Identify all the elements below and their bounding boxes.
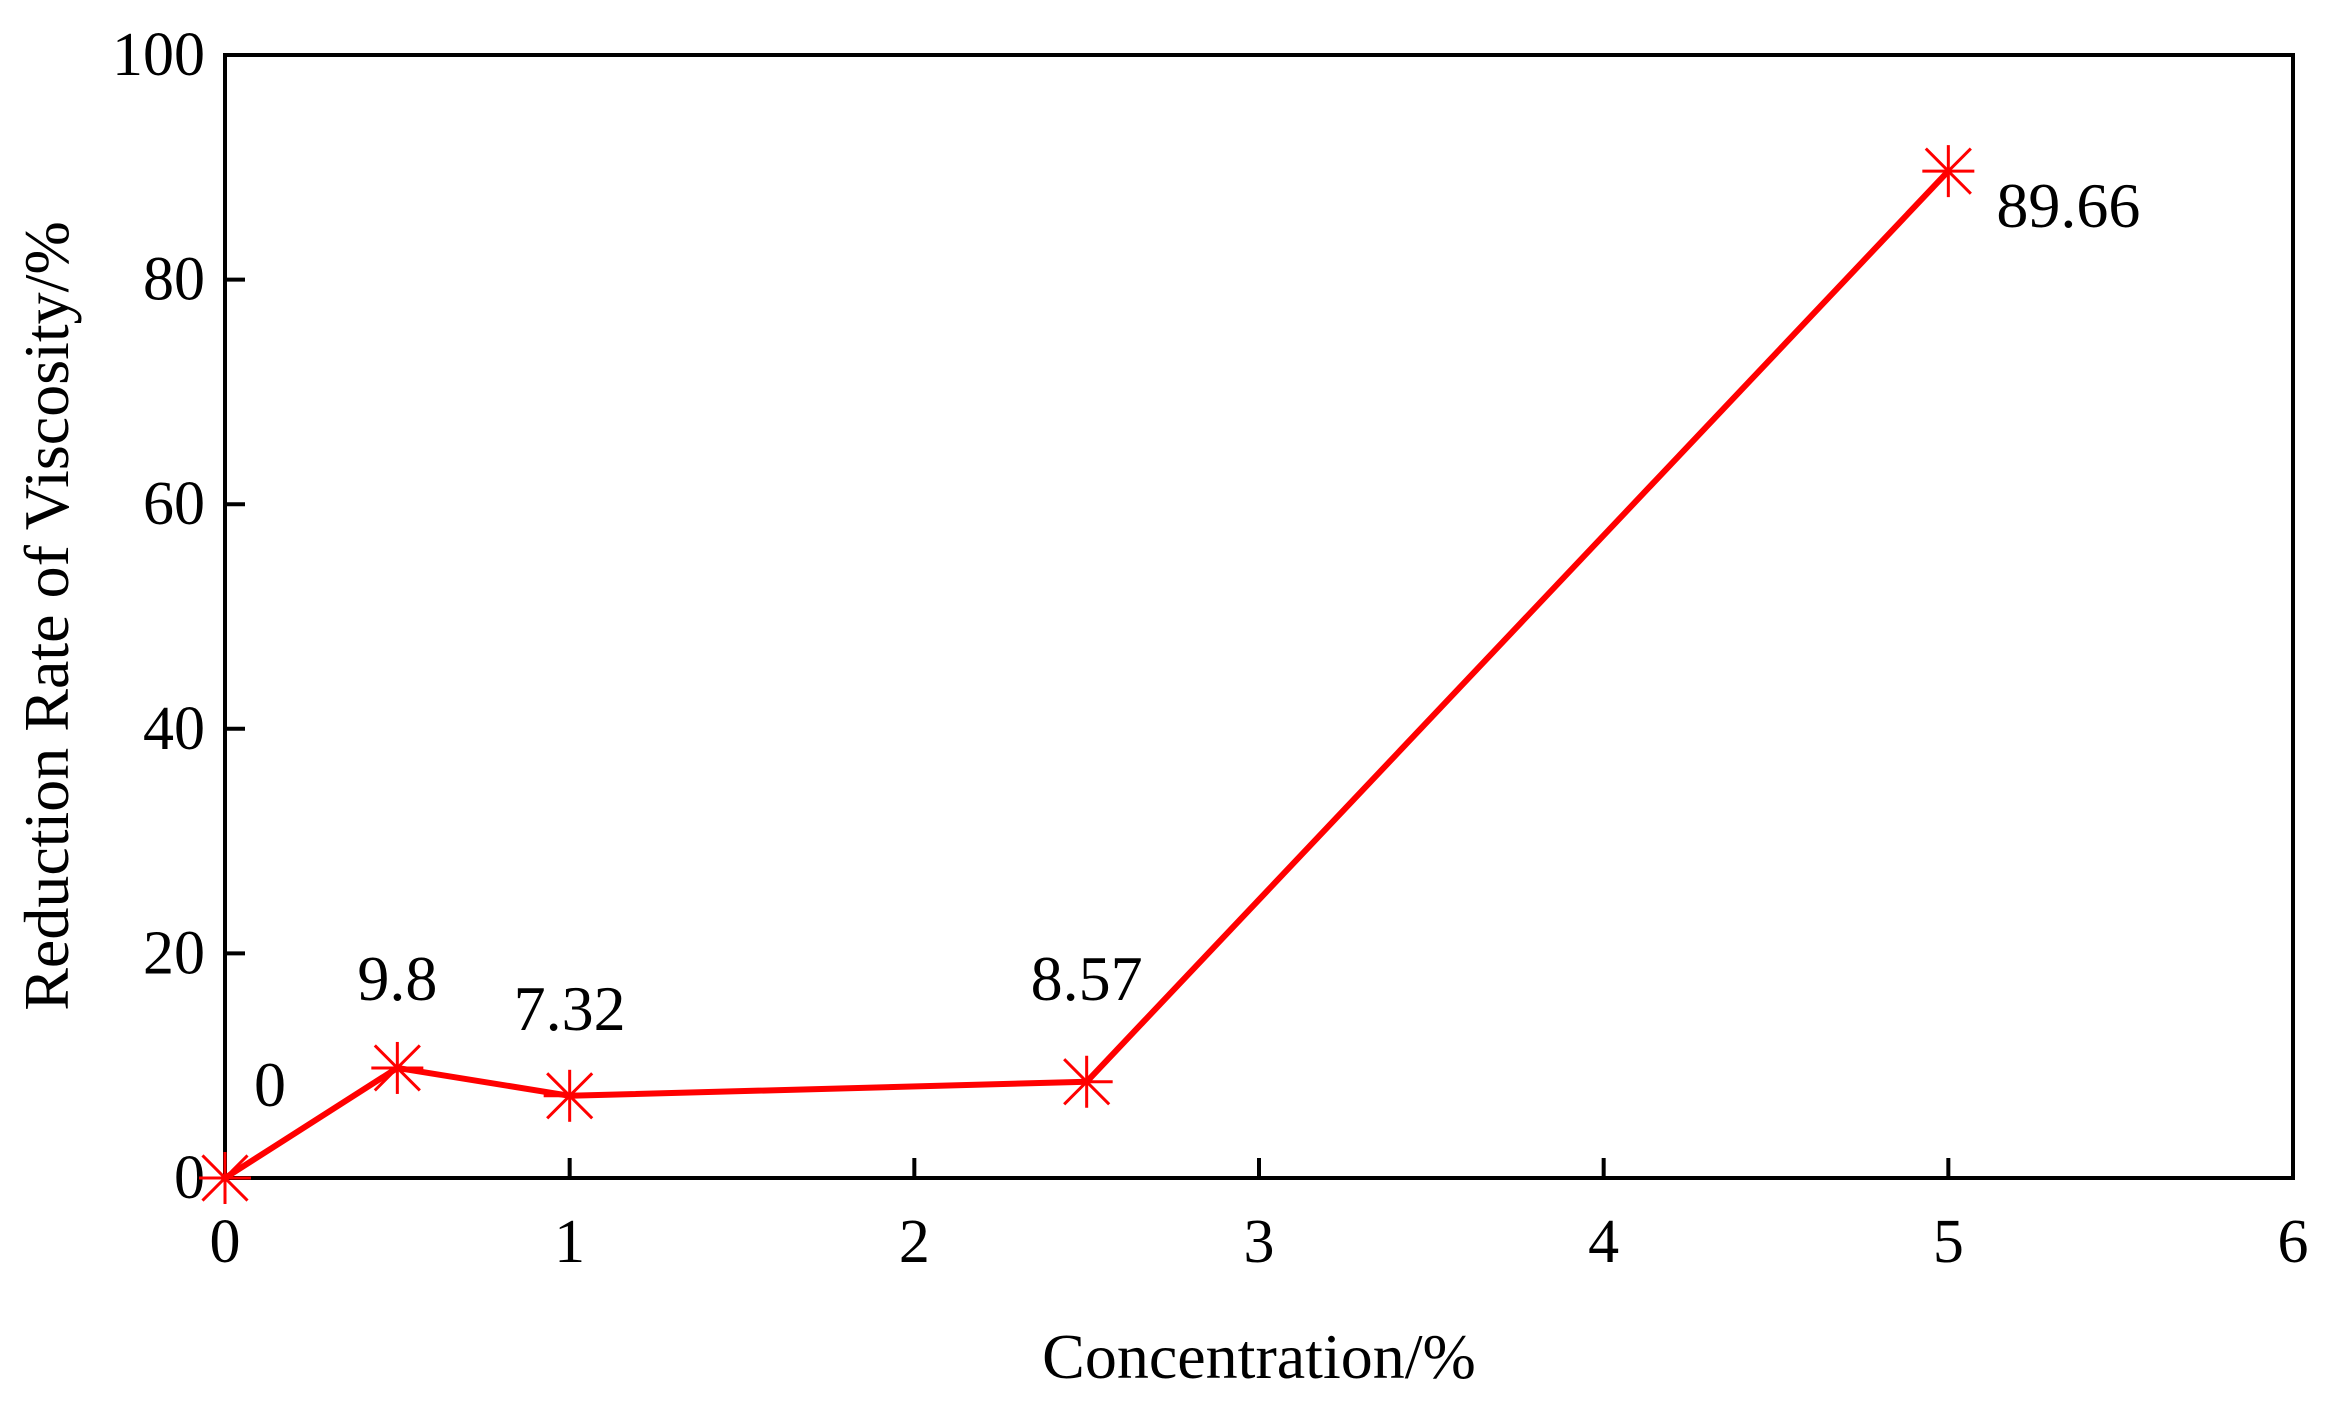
x-axis-title: Concentration/% [1042, 1321, 1476, 1392]
y-tick-label: 80 [143, 246, 205, 314]
data-label: 89.66 [1996, 170, 2140, 241]
x-tick-label: 6 [2278, 1208, 2309, 1276]
series-layer [222, 168, 1952, 1181]
data-labels-layer: 0 9.8 7.32 8.57 89.66 [254, 170, 2140, 1120]
x-tick-label: 1 [554, 1208, 585, 1276]
y-axis-title: Reduction Rate of Viscosity/% [11, 221, 82, 1011]
data-label: 9.8 [357, 943, 437, 1014]
x-tick-label: 4 [1588, 1208, 1619, 1276]
x-tick-label: 3 [1244, 1208, 1275, 1276]
data-point-marker [543, 1069, 596, 1122]
data-label: 7.32 [514, 973, 626, 1044]
markers-layer [199, 145, 1975, 1204]
x-axis-ticks: 0 1 2 3 4 5 6 [210, 1158, 2309, 1276]
data-point-marker [199, 1152, 251, 1204]
data-label: 8.57 [1031, 943, 1143, 1014]
y-tick-label: 60 [143, 470, 205, 538]
data-label: 0 [254, 1049, 286, 1120]
y-tick-label: 20 [143, 919, 205, 987]
data-point-marker [1060, 1055, 1113, 1108]
series-line [222, 168, 1952, 1181]
y-tick-label: 100 [112, 21, 205, 89]
x-tick-label: 0 [210, 1208, 241, 1276]
data-point-marker [1922, 145, 1975, 198]
data-point-marker [371, 1041, 424, 1094]
x-tick-label: 2 [899, 1208, 930, 1276]
y-tick-label: 40 [143, 695, 205, 763]
x-tick-label: 5 [1933, 1208, 1964, 1276]
